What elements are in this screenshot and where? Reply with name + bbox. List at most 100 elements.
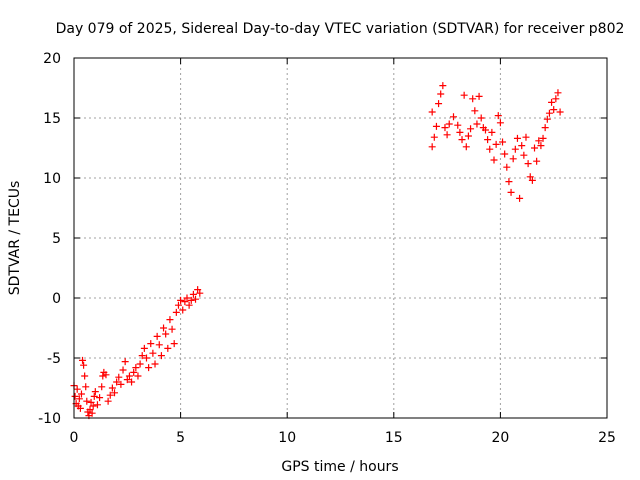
data-point	[80, 361, 88, 369]
data-point	[499, 138, 507, 146]
data-point	[503, 163, 511, 171]
data-point	[473, 120, 481, 128]
data-point	[494, 112, 502, 120]
y-axis-label: SDTVAR / TECUs	[7, 181, 23, 296]
data-point	[83, 397, 91, 405]
data-point	[194, 286, 202, 294]
data-point	[123, 376, 131, 384]
data-point	[104, 397, 112, 405]
data-point	[77, 390, 85, 398]
data-point	[513, 134, 521, 142]
data-point	[486, 145, 494, 153]
data-point	[528, 176, 536, 184]
data-point	[128, 378, 136, 386]
data-point	[509, 155, 517, 163]
data-point	[111, 389, 119, 397]
data-point	[82, 383, 90, 391]
data-point	[543, 115, 551, 123]
data-point	[437, 90, 445, 98]
data-point	[488, 128, 496, 136]
data-point	[149, 349, 157, 357]
data-point	[545, 109, 553, 117]
data-point	[522, 133, 530, 141]
data-point	[477, 114, 485, 122]
data-point	[157, 352, 165, 360]
data-point	[170, 340, 178, 348]
data-point	[73, 385, 81, 393]
data-point	[454, 121, 462, 129]
data-point	[552, 95, 560, 103]
data-point	[496, 119, 504, 127]
data-point	[136, 360, 144, 368]
y-tick-label: 5	[52, 231, 61, 247]
data-point	[507, 188, 515, 196]
data-point	[172, 308, 180, 316]
data-point	[449, 113, 457, 121]
grid-lines	[74, 58, 607, 418]
x-tick-labels: 0 5 10 15 20 25	[70, 430, 616, 446]
data-point	[185, 301, 193, 309]
data-point	[471, 107, 479, 115]
data-point	[91, 388, 99, 396]
y-tick-label: -5	[47, 351, 61, 367]
data-point	[174, 301, 182, 309]
x-tick-label: 20	[491, 430, 509, 446]
data-point	[179, 306, 187, 314]
data-point	[117, 380, 125, 388]
data-point	[102, 371, 110, 379]
data-point	[145, 364, 153, 372]
data-point	[432, 122, 440, 130]
data-point	[168, 325, 176, 333]
data-point	[554, 89, 562, 97]
data-point	[79, 356, 87, 364]
data-point	[192, 295, 200, 303]
data-point	[162, 330, 170, 338]
data-point	[115, 373, 123, 381]
data-point	[181, 298, 189, 306]
chart-title: Day 079 of 2025, Sidereal Day-to-day VTE…	[56, 21, 625, 37]
x-tick-label: 15	[385, 430, 403, 446]
data-point	[462, 143, 470, 151]
data-point	[142, 354, 150, 362]
data-point	[89, 402, 97, 410]
data-point	[501, 150, 509, 158]
data-point	[121, 358, 129, 366]
data-point	[189, 290, 197, 298]
data-point	[160, 324, 168, 332]
data-point	[99, 372, 107, 380]
data-point	[93, 401, 101, 409]
data-point	[98, 383, 106, 391]
data-point	[458, 136, 466, 144]
data-point	[71, 392, 79, 400]
data-point	[140, 344, 148, 352]
data-point	[441, 124, 449, 132]
data-point	[475, 92, 483, 100]
data-point	[81, 372, 89, 380]
data-point	[456, 128, 464, 136]
data-point	[428, 108, 436, 116]
data-point	[76, 404, 84, 412]
y-tick-label: -10	[38, 411, 61, 427]
data-point	[153, 332, 161, 340]
data-point	[469, 95, 477, 103]
x-tick-label: 10	[278, 430, 296, 446]
data-point	[439, 82, 447, 90]
data-point	[428, 143, 436, 151]
data-point	[151, 360, 159, 368]
y-tick-label: 15	[43, 111, 61, 127]
data-point	[531, 144, 539, 152]
data-point	[490, 156, 498, 164]
data-point	[548, 98, 556, 106]
data-point	[75, 395, 83, 403]
y-tick-label: 0	[52, 291, 61, 307]
data-point	[460, 91, 468, 99]
data-point	[130, 368, 138, 376]
data-point	[505, 178, 513, 186]
data-point	[183, 294, 191, 302]
y-tick-labels: -10 -5 0 5 10 15 20	[38, 51, 61, 427]
x-tick-label: 5	[176, 430, 185, 446]
data-point	[541, 124, 549, 132]
data-point	[147, 340, 155, 348]
data-point	[435, 100, 443, 108]
